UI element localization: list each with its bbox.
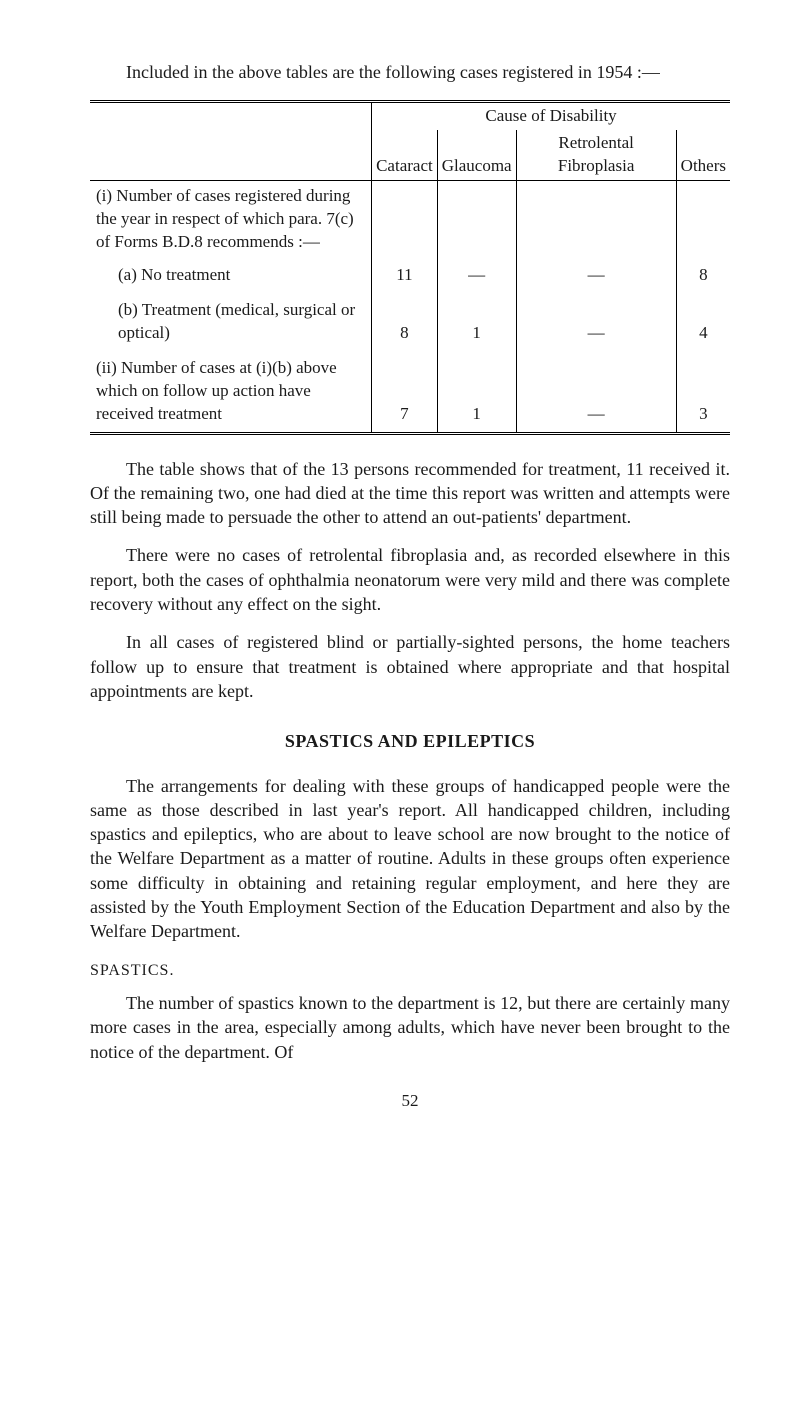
row-b-others: 4 bbox=[676, 293, 730, 351]
row-b-label: (b) Treatment (medical, surgical or opti… bbox=[90, 293, 372, 351]
page-number: 52 bbox=[90, 1090, 730, 1113]
paragraph-2: There were no cases of retrolental fibro… bbox=[90, 543, 730, 616]
row-i-label: (i) Number of cases registered during th… bbox=[90, 181, 372, 258]
row-b-fib: — bbox=[516, 293, 676, 351]
row-ii-fib: — bbox=[516, 351, 676, 433]
intro-paragraph: Included in the above tables are the fol… bbox=[90, 60, 730, 84]
subhead-spastics: SPASTICS. bbox=[90, 960, 730, 982]
table-header-top: Cause of Disability bbox=[372, 102, 730, 130]
paragraph-1: The table shows that of the 13 persons r… bbox=[90, 457, 730, 530]
section-title: SPASTICS AND EPILEPTICS bbox=[90, 729, 730, 753]
row-a-fib: — bbox=[516, 258, 676, 293]
col-cataract: Cataract bbox=[372, 130, 438, 180]
row-ii-label: (ii) Number of cases at (i)(b) above whi… bbox=[90, 351, 372, 433]
row-ii-glaucoma: 1 bbox=[437, 351, 516, 433]
disability-table: Cause of Disability Cataract Glaucoma Re… bbox=[90, 100, 730, 434]
row-b-cataract: 8 bbox=[372, 293, 438, 351]
paragraph-4: The arrangements for dealing with these … bbox=[90, 774, 730, 944]
paragraph-5: The number of spastics known to the depa… bbox=[90, 991, 730, 1064]
col-fibroplasia: Retrolental Fibroplasia bbox=[516, 130, 676, 180]
col-others: Others bbox=[676, 130, 730, 180]
row-ii-others: 3 bbox=[676, 351, 730, 433]
row-b-glaucoma: 1 bbox=[437, 293, 516, 351]
col-glaucoma: Glaucoma bbox=[437, 130, 516, 180]
row-ii-cataract: 7 bbox=[372, 351, 438, 433]
row-a-others: 8 bbox=[676, 258, 730, 293]
paragraph-3: In all cases of registered blind or part… bbox=[90, 630, 730, 703]
row-a-label: (a) No treatment bbox=[90, 258, 372, 293]
row-a-glaucoma: — bbox=[437, 258, 516, 293]
row-a-cataract: 11 bbox=[372, 258, 438, 293]
